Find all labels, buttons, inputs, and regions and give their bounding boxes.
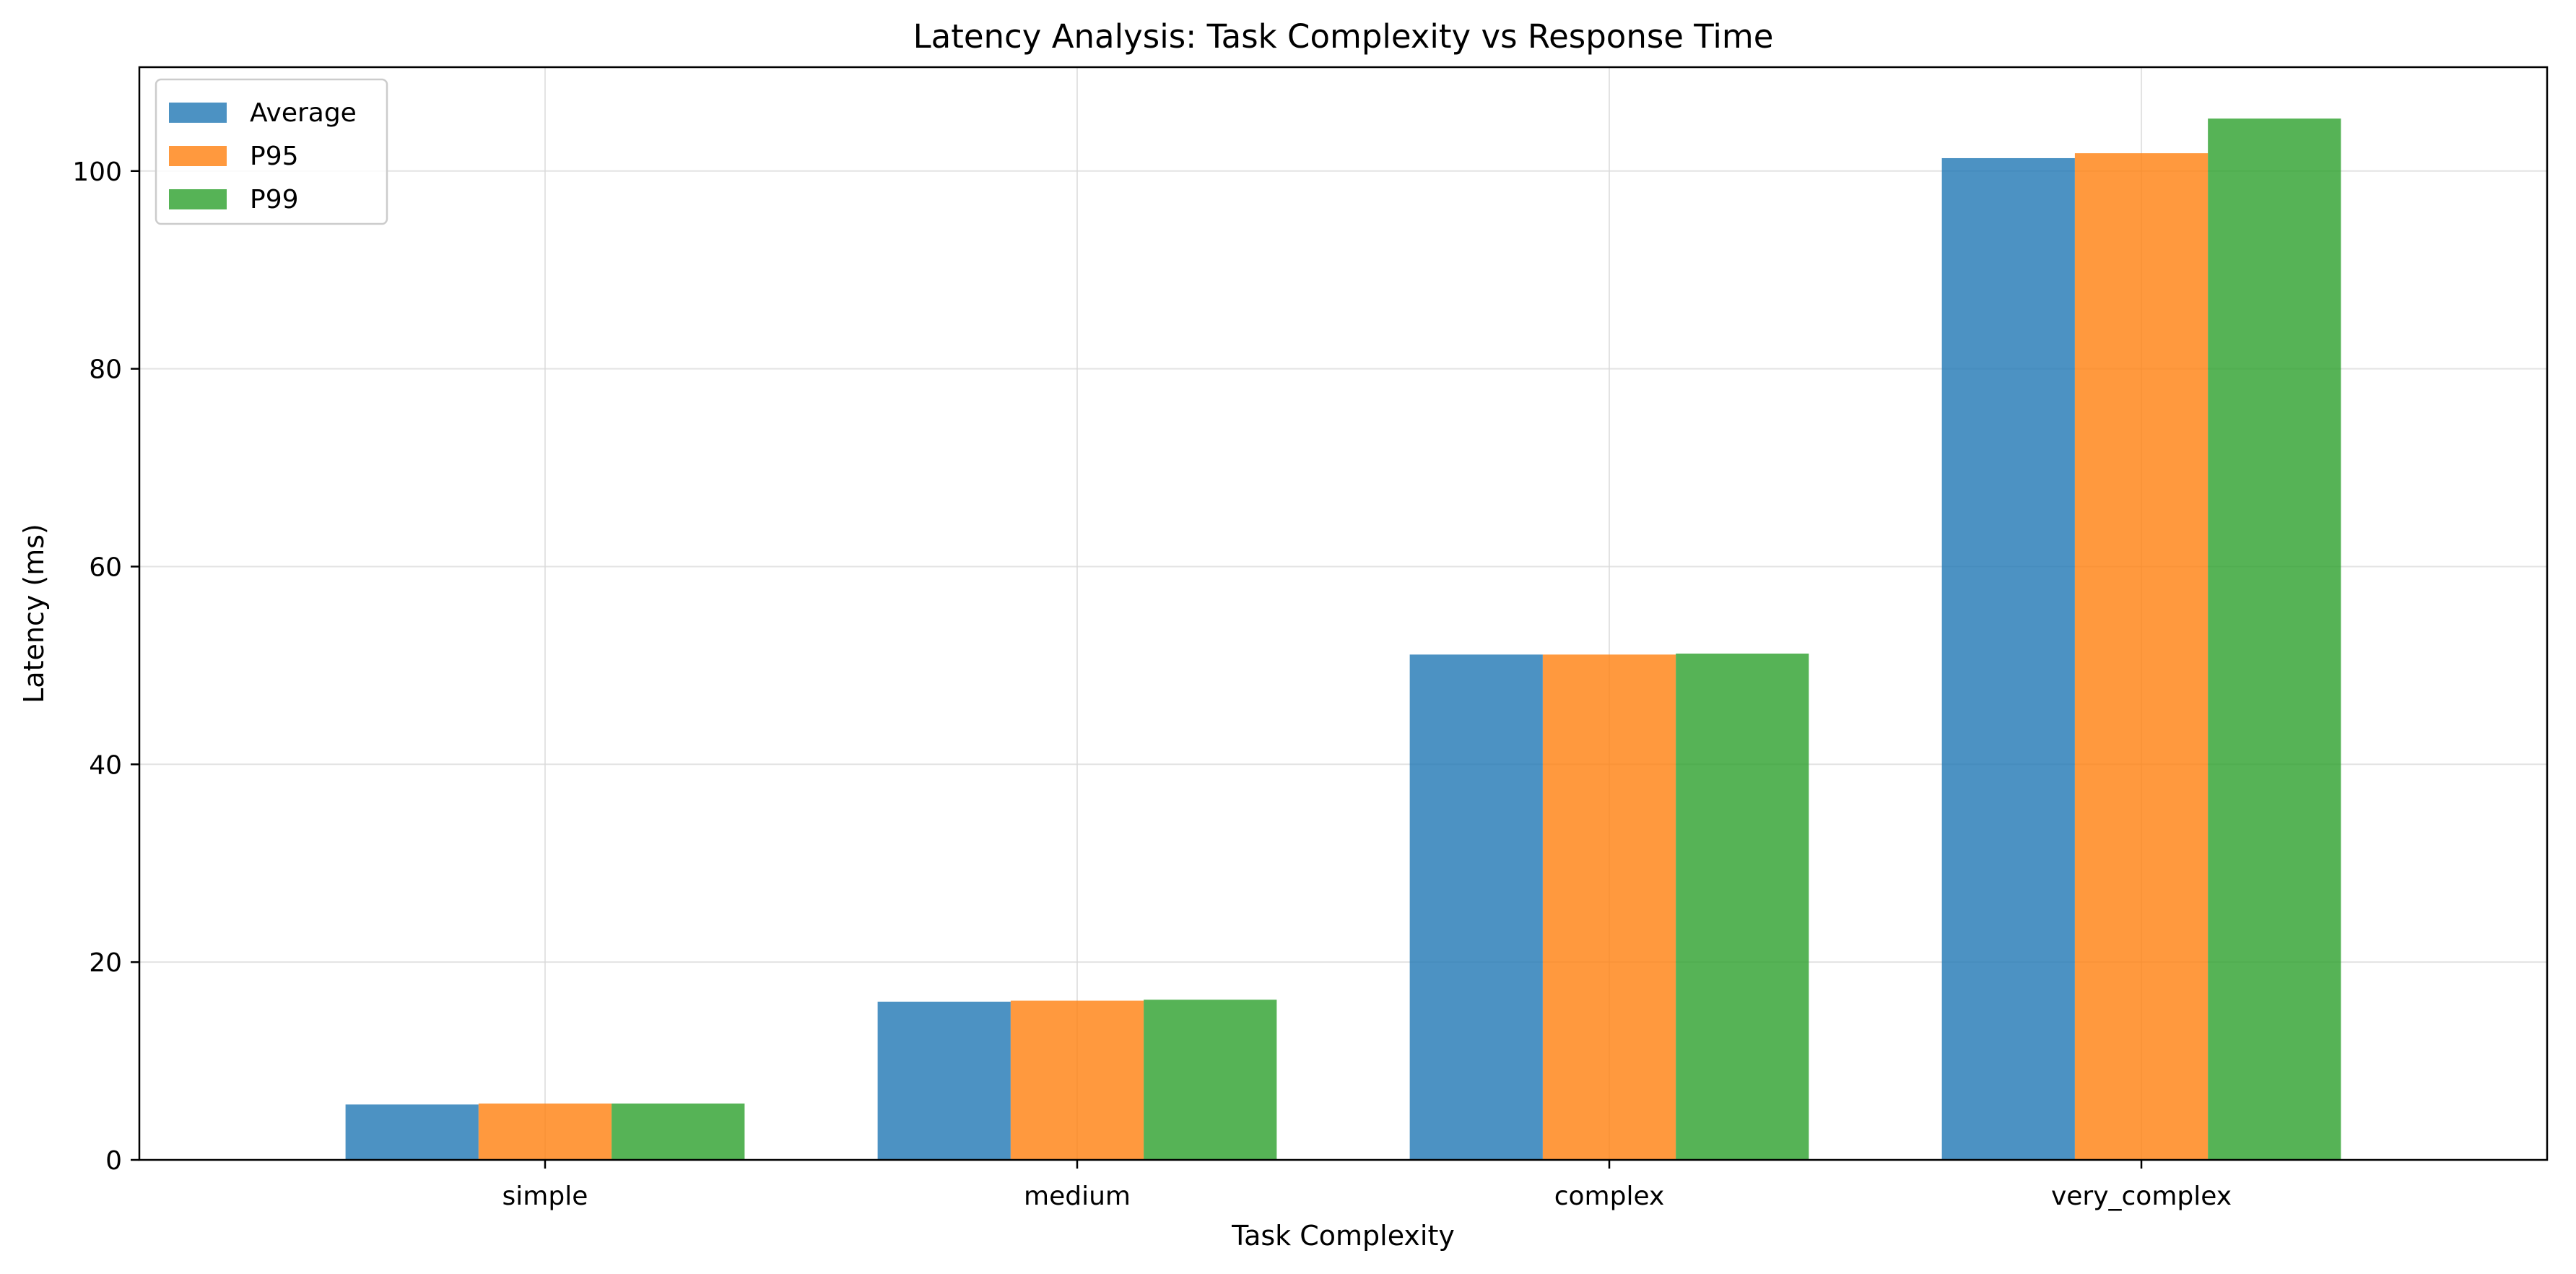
x-tick-label: complex	[1554, 1182, 1665, 1211]
x-tick-label: very_complex	[2051, 1182, 2232, 1211]
chart-title: Latency Analysis: Task Complexity vs Res…	[913, 17, 1774, 56]
legend-swatch-average	[169, 103, 227, 123]
axes-frame	[138, 66, 2549, 1161]
bar-average-complex	[1409, 654, 1543, 1160]
x-tick-label: medium	[1024, 1182, 1131, 1211]
bars	[345, 118, 2341, 1161]
y-tick-label: 40	[89, 750, 122, 780]
legend-swatch-p99	[169, 189, 227, 209]
bar-average-very_complex	[1941, 157, 2075, 1160]
bar-p95-complex	[1542, 654, 1676, 1160]
legend-swatch-p95	[169, 146, 227, 166]
y-tick-label: 100	[72, 157, 122, 187]
x-tick-label: simple	[502, 1182, 588, 1211]
bar-p95-medium	[1010, 1000, 1144, 1160]
y-tick-label: 0	[105, 1146, 122, 1176]
bar-p99-medium	[1144, 1000, 1277, 1160]
bar-p99-complex	[1676, 653, 1809, 1160]
y-tick-label: 80	[89, 355, 122, 385]
legend: Average P95 P99	[155, 78, 388, 225]
x-axis-label: Task Complexity	[1231, 1220, 1455, 1252]
bar-p95-simple	[478, 1103, 612, 1160]
legend-label-average: Average	[250, 98, 357, 128]
bar-p95-very_complex	[2074, 153, 2209, 1161]
y-tick-label: 60	[89, 552, 122, 582]
bar-average-medium	[877, 1001, 1011, 1160]
bar-p99-simple	[612, 1103, 745, 1160]
legend-label-p95: P95	[250, 142, 299, 171]
y-axis-label: Latency (ms)	[18, 524, 50, 703]
legend-label-p99: P99	[250, 185, 299, 214]
bar-p99-very_complex	[2208, 118, 2341, 1161]
y-tick-label: 20	[89, 948, 122, 978]
bar-average-simple	[345, 1104, 479, 1160]
axis-ticks: 0 20 40 60 80 100 simple medium complex very_comp…	[72, 157, 2232, 1211]
